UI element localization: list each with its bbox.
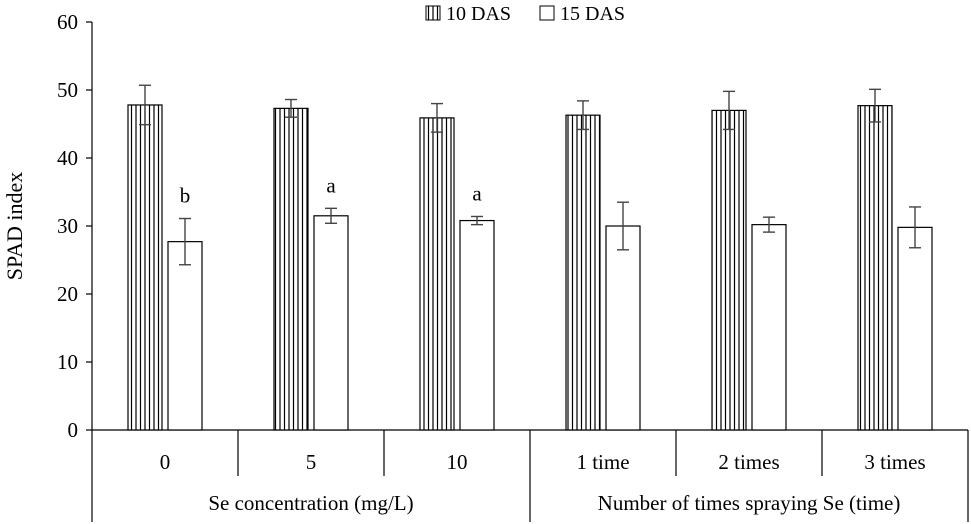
bar-15das bbox=[605, 225, 641, 431]
bar-10das bbox=[565, 114, 601, 431]
bars bbox=[127, 104, 933, 431]
bar-15das bbox=[459, 219, 495, 431]
bar-15das bbox=[897, 226, 933, 431]
bar-10das bbox=[273, 107, 309, 431]
y-tick-label: 0 bbox=[68, 418, 79, 442]
x-axis: 0 5 10 1 time 2 times 3 times Se concentratio… bbox=[91, 429, 969, 522]
legend-swatch-10das bbox=[425, 5, 441, 21]
y-tick-label: 40 bbox=[57, 146, 78, 170]
error-bars bbox=[139, 84, 921, 266]
bar-15das bbox=[313, 215, 349, 431]
y-axis: SPAD index 0 10 20 30 40 50 60 bbox=[2, 10, 93, 442]
y-axis-label: SPAD index bbox=[2, 172, 27, 281]
bar-10das bbox=[711, 109, 747, 431]
bar-10das bbox=[419, 117, 455, 431]
significance-letter: b bbox=[180, 184, 191, 208]
legend-label-15das: 15 DAS bbox=[560, 3, 625, 25]
bar-10das bbox=[857, 105, 893, 431]
legend: 10 DAS 15 DAS bbox=[425, 3, 625, 25]
y-tick-label: 50 bbox=[57, 78, 78, 102]
x-tick-label: 1 time bbox=[576, 450, 629, 474]
x-tick-label: 10 bbox=[447, 450, 468, 474]
bar-10das bbox=[127, 104, 163, 431]
bar-15das bbox=[751, 224, 787, 431]
x-tick-label: 2 times bbox=[718, 450, 779, 474]
legend-swatch-15das bbox=[539, 5, 555, 21]
x-tick-label: 5 bbox=[306, 450, 317, 474]
x-tick-label: 3 times bbox=[864, 450, 925, 474]
x-tick-label: 0 bbox=[160, 450, 171, 474]
y-tick-label: 30 bbox=[57, 214, 78, 238]
x-group-label: Se concentration (mg/L) bbox=[208, 491, 413, 515]
y-tick-label: 60 bbox=[57, 10, 78, 34]
y-tick-label: 20 bbox=[57, 282, 78, 306]
x-group-label: Number of times spraying Se (time) bbox=[598, 491, 901, 515]
bar-15das bbox=[167, 241, 203, 431]
significance-letter: a bbox=[326, 173, 336, 197]
legend-label-10das: 10 DAS bbox=[446, 3, 511, 25]
y-tick-label: 10 bbox=[57, 350, 78, 374]
significance-letter: a bbox=[472, 181, 482, 205]
